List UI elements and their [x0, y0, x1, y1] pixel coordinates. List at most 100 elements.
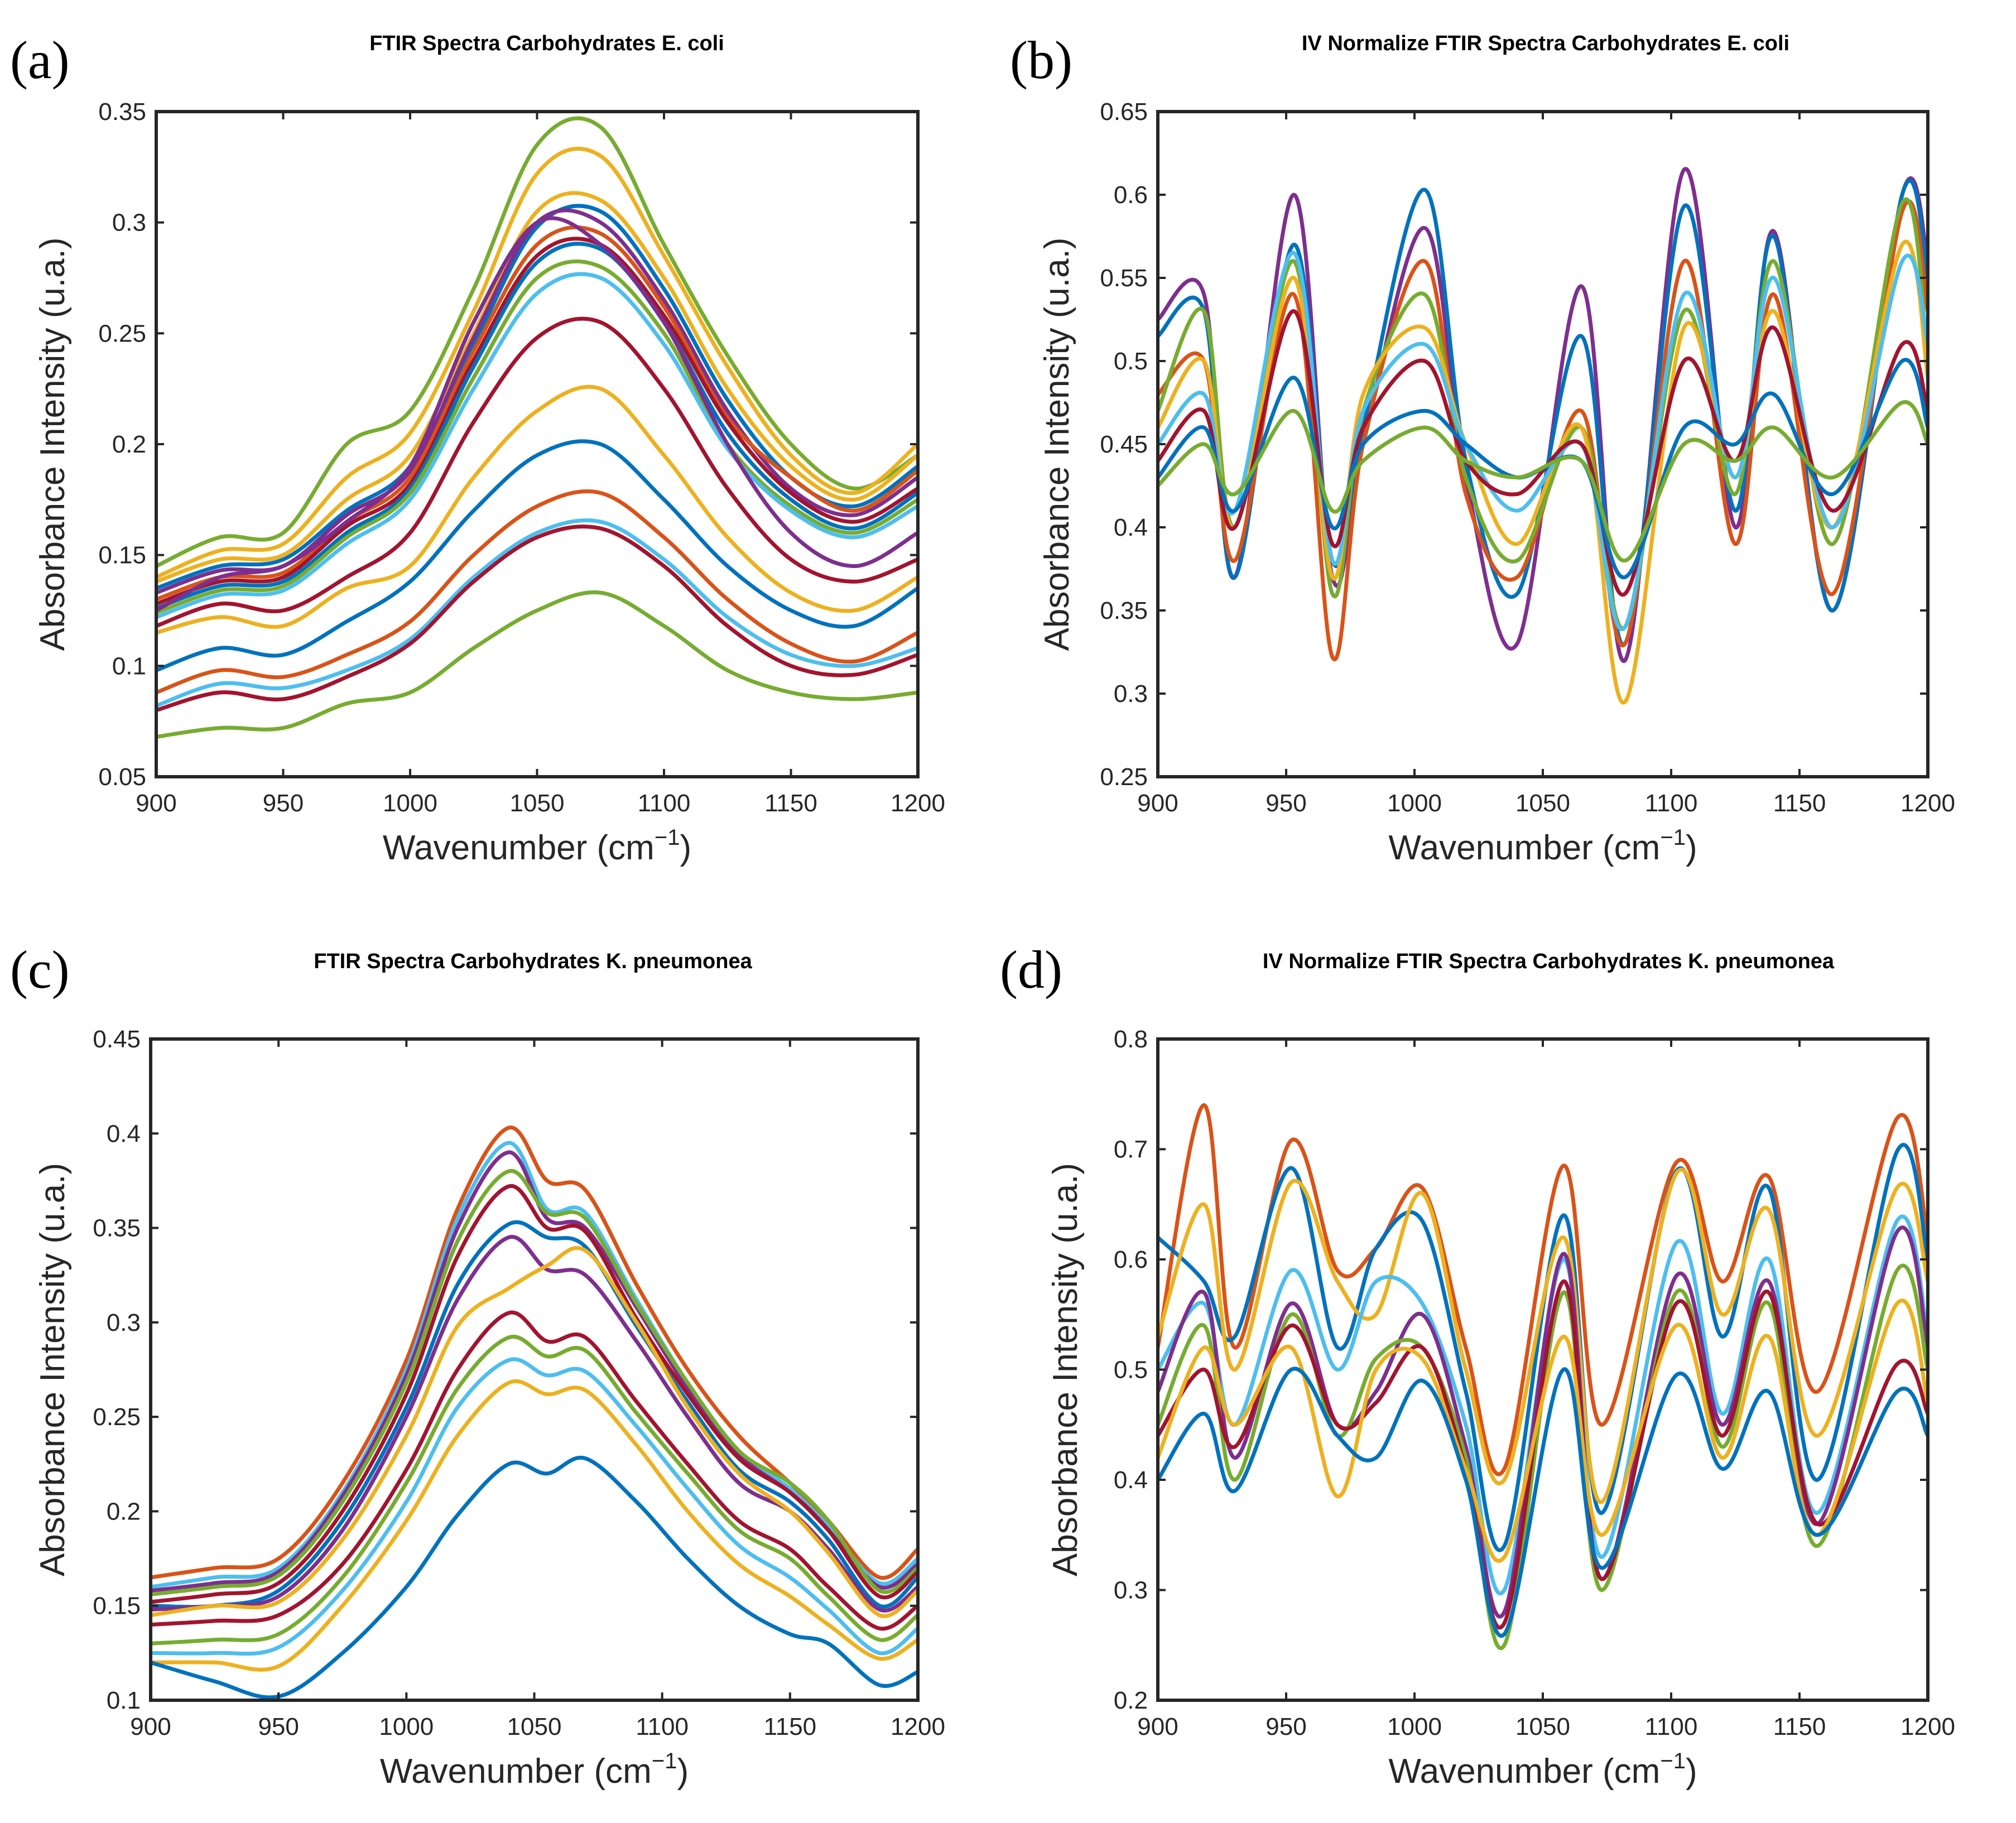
x-tick-label: 950 — [1266, 1713, 1306, 1740]
axes-box — [1156, 110, 1930, 778]
x-tick-label: 950 — [263, 790, 304, 817]
y-tick-label: 0.1 — [107, 1687, 141, 1714]
panel-label: (a) — [10, 30, 70, 90]
series-line-6 — [151, 1220, 918, 1609]
series-line-2 — [151, 1141, 918, 1589]
x-axis-label: Wavenumber (cm−1) — [380, 1749, 689, 1791]
y-tick-label: 0.65 — [1100, 98, 1148, 126]
y-tick-label: 0.3 — [1114, 680, 1148, 708]
series-line-11 — [151, 1357, 918, 1656]
y-tick-label: 0.45 — [1100, 431, 1148, 458]
x-tick-label: 1150 — [1773, 1713, 1826, 1740]
panel-c: (c) FTIR Spectra Carbohydrates K. pneumon… — [10, 940, 945, 1791]
x-tick-label: 1100 — [636, 1713, 689, 1740]
y-tick-label: 0.35 — [98, 98, 146, 126]
y-tick-label: 0.7 — [1114, 1136, 1148, 1163]
series-line-15 — [156, 489, 918, 695]
y-tick-label: 0.5 — [1114, 348, 1148, 375]
panel-title: FTIR Spectra Carbohydrates K. pneumonea — [314, 950, 752, 973]
series-line-8 — [156, 242, 918, 610]
y-tick-label: 0.05 — [98, 763, 146, 791]
x-tick-label: 1200 — [1900, 790, 1955, 817]
panel-label: (b) — [1010, 30, 1072, 90]
series-line-1 — [1158, 1103, 1928, 1476]
series-line-8 — [1158, 1298, 1928, 1563]
panel-d: (d) IV Normalize FTIR Spectra Carbohydrat… — [1000, 940, 1955, 1791]
y-tick-label: 0.25 — [93, 1403, 141, 1431]
series-line-7 — [156, 237, 918, 606]
x-tick-label: 900 — [1137, 1713, 1178, 1740]
series-line-13 — [156, 384, 918, 635]
y-tick-label: 0.15 — [93, 1593, 141, 1620]
y-tick-label: 0.8 — [1114, 1026, 1148, 1053]
y-tick-label: 0.6 — [1114, 1246, 1148, 1273]
x-tick-label: 950 — [258, 1713, 299, 1740]
x-tick-label: 900 — [130, 1713, 171, 1740]
x-axis-label: Wavenumber (cm−1) — [383, 825, 691, 867]
y-tick-label: 0.35 — [93, 1215, 141, 1242]
x-tick-label: 1200 — [891, 790, 945, 817]
series-line-11 — [156, 216, 918, 613]
series-line-9 — [1158, 1367, 1928, 1638]
x-tick-label: 1000 — [1387, 790, 1442, 817]
series-line-1 — [156, 116, 918, 568]
x-tick-label: 900 — [1137, 790, 1178, 817]
panel-title: FTIR Spectra Carbohydrates E. coli — [369, 32, 724, 55]
y-tick-label: 0.25 — [1100, 763, 1148, 791]
y-tick-label: 0.4 — [1114, 1466, 1148, 1494]
series-group — [1158, 1103, 1928, 1651]
x-tick-label: 950 — [1266, 790, 1306, 817]
series-line-18 — [156, 590, 918, 739]
series-line-13 — [151, 1455, 918, 1700]
y-tick-label: 0.3 — [112, 209, 146, 237]
series-line-6 — [1158, 251, 1928, 632]
series-line-12 — [151, 1379, 918, 1672]
series-line-5 — [1158, 1225, 1928, 1619]
series-line-14 — [156, 439, 918, 672]
y-tick-label: 0.6 — [1114, 181, 1148, 209]
x-tick-label: 1150 — [1773, 790, 1826, 817]
series-line-12 — [156, 316, 918, 628]
x-tick-label: 1000 — [1387, 1713, 1442, 1740]
y-tick-label: 0.35 — [1100, 597, 1148, 624]
y-tick-label: 0.1 — [112, 652, 146, 680]
x-tick-label: 1050 — [1515, 1713, 1570, 1740]
series-line-8 — [151, 1245, 918, 1618]
y-tick-label: 0.45 — [93, 1026, 141, 1053]
x-tick-label: 1150 — [764, 790, 817, 817]
series-line-9 — [1158, 400, 1928, 563]
x-tick-label: 1100 — [1645, 1713, 1698, 1740]
panel-b: (b) IV Normalize FTIR Spectra Carbohydrat… — [1010, 30, 1955, 867]
y-tick-label: 0.2 — [107, 1498, 141, 1525]
series-line-7 — [151, 1235, 918, 1613]
panel-a: (a) FTIR Spectra Carbohydrates E. coli 900… — [10, 30, 945, 867]
y-tick-label: 0.55 — [1100, 264, 1148, 292]
series-group — [1158, 167, 1928, 705]
series-group — [156, 116, 918, 739]
panel-label: (c) — [10, 940, 70, 999]
series-line-3 — [1158, 1167, 1928, 1504]
series-line-9 — [151, 1310, 918, 1631]
y-axis-label: Absorbance Intensity (u.a.) — [1038, 238, 1076, 651]
x-tick-label: 1200 — [891, 1713, 945, 1740]
y-axis-label: Absorbance Intensity (u.a.) — [1046, 1163, 1085, 1576]
series-line-7 — [1158, 309, 1928, 597]
x-tick-label: 1100 — [638, 790, 691, 817]
y-tick-label: 0.2 — [1114, 1687, 1148, 1714]
x-tick-label: 1050 — [510, 790, 565, 817]
y-tick-label: 0.5 — [1114, 1357, 1148, 1384]
y-axis-label: Absorbance Intensity (u.a.) — [33, 1163, 72, 1576]
series-line-17 — [156, 525, 918, 713]
y-tick-label: 0.25 — [98, 320, 146, 347]
y-tick-label: 0.3 — [107, 1309, 141, 1336]
x-tick-label: 1100 — [1645, 790, 1698, 817]
x-axis-label: Wavenumber (cm−1) — [1388, 1749, 1697, 1791]
x-tick-label: 1150 — [764, 1713, 817, 1740]
series-line-3 — [156, 191, 918, 584]
x-tick-label: 900 — [136, 790, 176, 817]
panel-title: IV Normalize FTIR Spectra Carbohydrates … — [1302, 32, 1789, 55]
x-tick-label: 1000 — [383, 790, 437, 817]
series-line-2 — [1158, 1143, 1928, 1552]
x-tick-label: 1050 — [1515, 790, 1570, 817]
